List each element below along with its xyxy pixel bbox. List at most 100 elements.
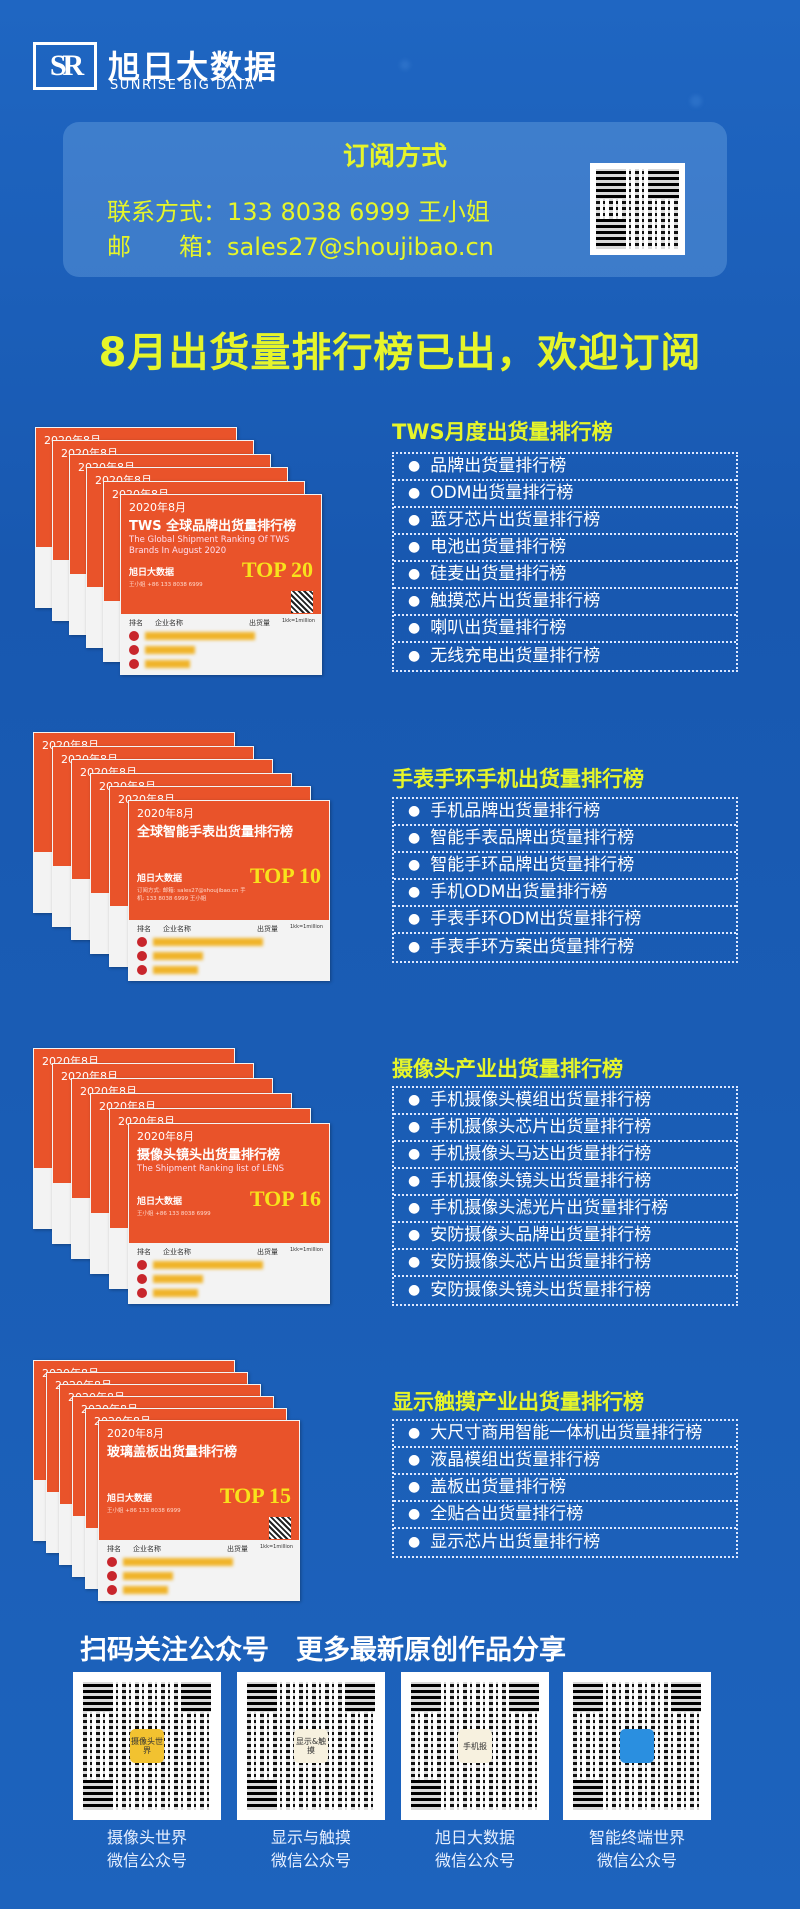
- list-item[interactable]: ● 智能手环品牌出货量排行榜: [394, 853, 736, 880]
- list-item-label: 手机摄像头镜头出货量排行榜: [430, 1171, 652, 1191]
- bullet-icon: ●: [408, 803, 421, 819]
- subscribe-title: 订阅方式: [342, 142, 447, 172]
- list-item[interactable]: ● 无线充电出货量排行榜: [394, 643, 736, 670]
- bullet-icon: ●: [408, 939, 421, 955]
- card-date: 2020年8月: [137, 1130, 194, 1143]
- wechat-qr-code[interactable]: 显示&触摸: [237, 1672, 385, 1820]
- list-item[interactable]: ● 手机摄像头模组出货量排行榜: [394, 1088, 736, 1115]
- list-item-label: 智能手环品牌出货量排行榜: [430, 855, 635, 875]
- col-qty: 出货量: [257, 1248, 278, 1256]
- list-item-label: 安防摄像头镜头出货量排行榜: [430, 1280, 652, 1300]
- wechat-qr-code[interactable]: 手机报: [401, 1672, 549, 1820]
- section-title: 手表手环手机出货量排行榜: [392, 767, 644, 791]
- bullet-icon: ●: [408, 1146, 421, 1162]
- list-item[interactable]: ● 品牌出货量排行榜: [394, 454, 736, 481]
- bullet-icon: ●: [408, 648, 421, 664]
- account-name: 智能终端世界: [588, 1828, 685, 1847]
- card-logo: 旭日大数据: [137, 1197, 183, 1207]
- report-card-front: 2020年8月 全球智能手表出货量排行榜 旭日大数据 订阅方式: 邮箱: sal…: [128, 800, 330, 981]
- list-item[interactable]: ● 盖板出货量排行榜: [394, 1475, 736, 1502]
- list-item-label: 安防摄像头芯片出货量排行榜: [430, 1252, 652, 1272]
- list-item[interactable]: ● 手机摄像头芯片出货量排行榜: [394, 1115, 736, 1142]
- bullet-icon: ●: [408, 539, 421, 555]
- list-item[interactable]: ● 液晶模组出货量排行榜: [394, 1448, 736, 1475]
- list-item[interactable]: ● 显示芯片出货量排行榜: [394, 1529, 736, 1556]
- card-table: 排名 企业名称 出货量 1kk=1million: [129, 1243, 329, 1303]
- bullet-icon: ●: [408, 1282, 421, 1298]
- card-contact: 订阅方式: 邮箱: sales27@shoujibao.cn 手机: 133 8…: [137, 888, 246, 902]
- bullet-icon: ●: [408, 593, 421, 609]
- card-row-blurred: [107, 1557, 233, 1567]
- list-item-label: 大尺寸商用智能一体机出货量排行榜: [430, 1423, 703, 1443]
- list-item[interactable]: ● 手机摄像头滤光片出货量排行榜: [394, 1196, 736, 1223]
- bullet-icon: ●: [408, 1534, 421, 1550]
- list-item[interactable]: ● 全贴合出货量排行榜: [394, 1502, 736, 1529]
- card-row-blurred: [137, 937, 263, 947]
- bullet-icon: ●: [408, 1119, 421, 1135]
- wechat-qr-code[interactable]: [563, 1672, 711, 1820]
- bullet-icon: ●: [408, 1092, 421, 1108]
- card-row-blurred: [129, 645, 195, 655]
- qr-center-logo: [620, 1729, 654, 1763]
- list-item[interactable]: ● 电池出货量排行榜: [394, 535, 736, 562]
- card-logo: 旭日大数据: [129, 568, 175, 578]
- list-item[interactable]: ● 大尺寸商用智能一体机出货量排行榜: [394, 1421, 736, 1448]
- col-unit: 1kk=1million: [290, 1247, 323, 1253]
- card-table-header: 排名 企业名称 出货量 1kk=1million: [107, 1544, 293, 1554]
- card-title: 摄像头镜头出货量排行榜: [137, 1148, 281, 1163]
- list-item[interactable]: ● 手机摄像头马达出货量排行榜: [394, 1142, 736, 1169]
- brand-name-cn: 旭日大数据: [108, 48, 279, 86]
- col-rank: 排名: [137, 925, 151, 933]
- card-title: TWS 全球品牌出货量排行榜: [129, 519, 297, 534]
- list-item[interactable]: ● 触摸芯片出货量排行榜: [394, 589, 736, 616]
- list-item-label: 硅麦出货量排行榜: [430, 564, 567, 584]
- account-type: 微信公众号: [270, 1851, 351, 1870]
- list-item[interactable]: ● 安防摄像头镜头出货量排行榜: [394, 1277, 736, 1304]
- card-row-blurred: [137, 965, 198, 975]
- list-item-label: 智能手表品牌出货量排行榜: [430, 828, 635, 848]
- bullet-icon: ●: [408, 1200, 421, 1216]
- list-item[interactable]: ● 手表手环ODM出货量排行榜: [394, 907, 736, 934]
- list-item[interactable]: ● 智能手表品牌出货量排行榜: [394, 826, 736, 853]
- card-qr-code: [291, 591, 313, 613]
- card-table-header: 排名 企业名称 出货量 1kk=1million: [129, 618, 315, 628]
- contact-label: 联系方式：: [107, 198, 227, 226]
- list-item[interactable]: ● 安防摄像头芯片出货量排行榜: [394, 1250, 736, 1277]
- list-item[interactable]: ● 安防摄像头品牌出货量排行榜: [394, 1223, 736, 1250]
- qr-center-logo: 摄像头世界: [130, 1729, 164, 1763]
- bullet-icon: ●: [408, 1479, 421, 1495]
- card-table: 排名 企业名称 出货量 1kk=1million: [121, 614, 321, 674]
- list-item[interactable]: ● ODM出货量排行榜: [394, 481, 736, 508]
- bokeh-dot: [400, 60, 410, 70]
- card-row-blurred: [137, 1260, 263, 1270]
- card-table: 排名 企业名称 出货量 1kk=1million: [99, 1540, 299, 1600]
- account-label: 旭日大数据 微信公众号: [401, 1826, 549, 1872]
- list-item[interactable]: ● 硅麦出货量排行榜: [394, 562, 736, 589]
- card-table: 排名 企业名称 出货量 1kk=1million: [129, 920, 329, 980]
- col-rank: 排名: [137, 1248, 151, 1256]
- contact-email: 邮 箱：sales27@shoujibao.cn: [107, 227, 494, 262]
- wechat-qr-code[interactable]: 摄像头世界: [73, 1672, 221, 1820]
- card-top-badge: TOP 10: [249, 863, 321, 888]
- ranking-list: ● 手机品牌出货量排行榜 ● 智能手表品牌出货量排行榜 ● 智能手环品牌出货量排行榜 ● 手机…: [392, 797, 738, 963]
- list-item[interactable]: ● 手机品牌出货量排行榜: [394, 799, 736, 826]
- col-qty: 出货量: [249, 619, 270, 627]
- email-value[interactable]: sales27@shoujibao.cn: [227, 233, 494, 261]
- col-unit: 1kk=1million: [260, 1544, 293, 1550]
- bullet-icon: ●: [408, 857, 421, 873]
- list-item-label: 手机摄像头芯片出货量排行榜: [430, 1117, 652, 1137]
- bullet-icon: ●: [408, 620, 421, 636]
- contact-value: 133 8038 6999 王小姐: [227, 198, 490, 226]
- card-top-badge: TOP 15: [219, 1483, 291, 1508]
- list-item[interactable]: ● 手机ODM出货量排行榜: [394, 880, 736, 907]
- bullet-icon: ●: [408, 1173, 421, 1189]
- list-item[interactable]: ● 手机摄像头镜头出货量排行榜: [394, 1169, 736, 1196]
- subscribe-qr-code[interactable]: [590, 163, 685, 255]
- list-item[interactable]: ● 蓝牙芯片出货量排行榜: [394, 508, 736, 535]
- list-item[interactable]: ● 喇叭出货量排行榜: [394, 616, 736, 643]
- list-item[interactable]: ● 手表手环方案出货量排行榜: [394, 934, 736, 961]
- qr-center-logo: 显示&触摸: [294, 1729, 328, 1763]
- col-name: 企业名称: [155, 619, 183, 627]
